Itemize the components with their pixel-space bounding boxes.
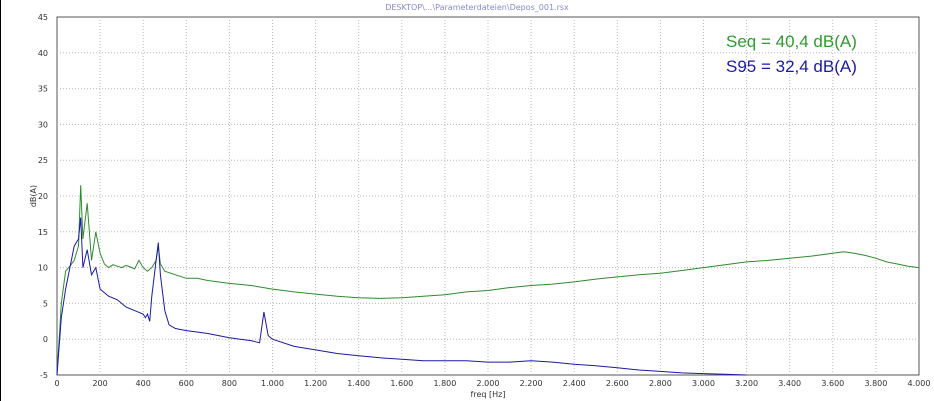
x-tick-label: 1.800 [433, 379, 456, 388]
x-tick-label: 2.200 [520, 379, 543, 388]
x-tick-label: 600 [179, 379, 194, 388]
s95-annotation: S95 = 32,4 dB(A) [726, 57, 857, 76]
x-tick-label: 3.400 [778, 379, 801, 388]
x-tick-label: 3.800 [864, 379, 887, 388]
y-tick-label: 20 [38, 192, 48, 201]
series-layer [56, 185, 920, 376]
x-tick-label: 2.800 [649, 379, 672, 388]
x-tick-label: 1.200 [304, 379, 327, 388]
y-tick-label: 25 [38, 156, 48, 165]
x-tick-label: 1.600 [390, 379, 413, 388]
x-tick-label: 2.600 [606, 379, 629, 388]
plot-area [56, 16, 920, 376]
y-axis-ticks: -5 0 5 10 15 20 25 30 35 40 45 [38, 13, 48, 380]
y-tick-label: 30 [38, 120, 48, 129]
x-axis-label: freq [Hz] [471, 390, 506, 399]
x-tick-label: 200 [92, 379, 107, 388]
y-tick-label: 35 [38, 85, 48, 94]
x-tick-label: 800 [222, 379, 237, 388]
file-path-title: DESKTOP\...\Parameterdateien\Depos_001.r… [385, 3, 569, 12]
y-tick-label: 0 [43, 335, 48, 344]
y-tick-label: 40 [38, 49, 48, 58]
y-tick-label: 15 [38, 228, 48, 237]
x-tick-label: 1.400 [347, 379, 370, 388]
y-axis-label: dB(A) [29, 185, 38, 207]
x-tick-label: 3.600 [821, 379, 844, 388]
y-tick-label: 10 [38, 264, 48, 273]
x-tick-label: 0 [54, 379, 59, 388]
x-tick-label: 4.000 [908, 379, 931, 388]
y-tick-label: -5 [40, 371, 48, 380]
x-tick-label: 3.000 [692, 379, 715, 388]
y-tick-label: 45 [38, 13, 48, 22]
x-tick-label: 400 [136, 379, 151, 388]
seq-annotation: Seq = 40,4 dB(A) [726, 32, 857, 51]
x-tick-label: 2.400 [563, 379, 586, 388]
x-tick-label: 2.000 [477, 379, 500, 388]
x-tick-label: 1.000 [261, 379, 284, 388]
x-axis-ticks: 0 200 400 600 800 1.000 1.200 1.400 1.600 1.800 2.… [54, 379, 930, 388]
s95-series-line [56, 217, 747, 376]
seq-series-line [56, 185, 920, 376]
y-tick-label: 5 [43, 299, 48, 308]
x-tick-label: 3.200 [735, 379, 758, 388]
